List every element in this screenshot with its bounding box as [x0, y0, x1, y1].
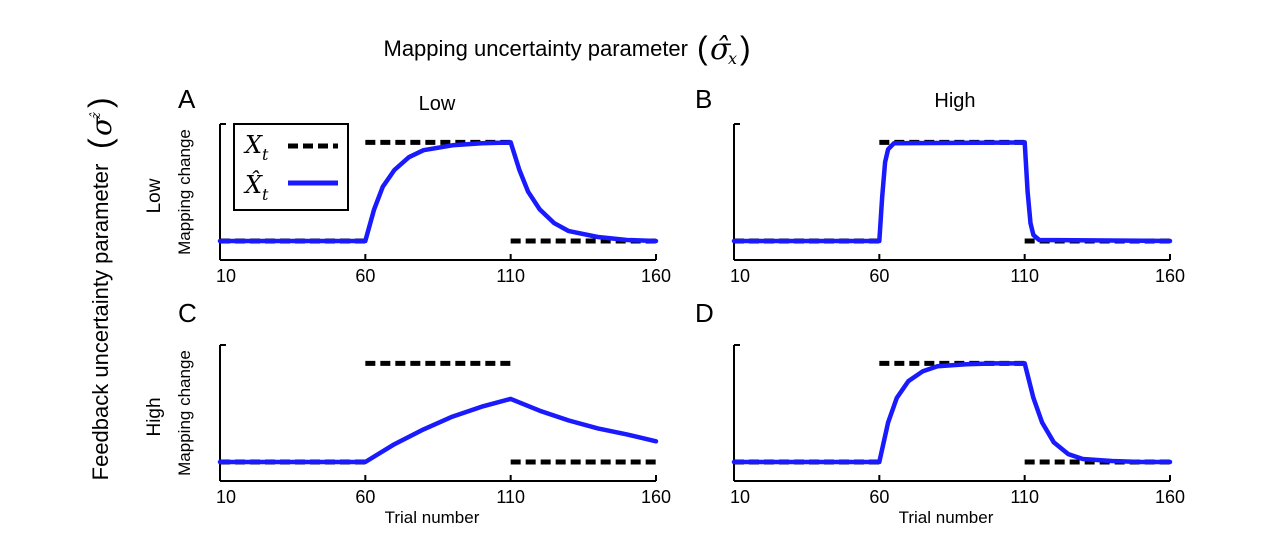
x-tick-label: 10: [730, 266, 750, 286]
panel-letter-c: C: [178, 298, 197, 328]
side-title-open-paren: (: [82, 138, 118, 149]
series-estimate-line: [217, 140, 659, 244]
x-tick-label: 160: [641, 487, 671, 507]
super-title: Mapping uncertainty parameter ( σ̂ x ): [384, 30, 751, 68]
column-label-low: Low: [419, 93, 456, 115]
x-tick-label: 10: [216, 487, 236, 507]
y-axis-label: Mapping change: [175, 129, 194, 255]
panel-a: A 10 60 110 160 Mapping change: [175, 84, 671, 286]
x-tick-label: 160: [641, 266, 671, 286]
x-tick-label: 60: [869, 266, 889, 286]
super-title-symbol: σ̂: [710, 32, 732, 67]
panel-letter-a: A: [178, 84, 196, 114]
row-label-high: High: [144, 397, 165, 436]
panel-d: D 10 60 110 160 Trial number: [695, 298, 1185, 527]
x-tick-label: 110: [1010, 487, 1039, 507]
x-tick-label: 60: [355, 266, 375, 286]
row-label-low: Low: [144, 178, 165, 213]
panel-c: C 10 60 110 160 Mapping change Trial number: [175, 298, 671, 527]
x-tick-label: 110: [1010, 266, 1039, 286]
side-title-subscript: ẑ: [89, 112, 104, 120]
panel-letter-d: D: [695, 298, 714, 328]
super-title-subscript: x: [728, 49, 737, 68]
x-tick-label: 110: [496, 266, 525, 286]
legend-box: [233, 123, 349, 211]
side-title-symbol: σ: [85, 116, 118, 136]
super-title-open-paren: (: [697, 30, 708, 66]
legend-subscript-true-mapping: t: [262, 145, 269, 164]
legend-label-estimate: X̂: [243, 171, 263, 199]
series-estimate-line: [731, 140, 1173, 244]
x-tick-label: 10: [730, 487, 750, 507]
legend-entry-true-mapping: X t: [243, 131, 338, 164]
x-tick-label: 60: [869, 487, 889, 507]
legend-subscript-estimate: t: [262, 185, 269, 204]
x-tick-label: 160: [1155, 266, 1185, 286]
x-tick-label: 10: [216, 266, 236, 286]
series-estimate-line: [731, 361, 1173, 465]
y-axis-label: Mapping change: [175, 350, 194, 476]
super-title-text: Mapping uncertainty parameter: [384, 36, 689, 61]
super-title-close-paren: ): [740, 30, 751, 66]
x-tick-label: 160: [1155, 487, 1185, 507]
legend-label-true-mapping: X: [243, 131, 263, 159]
panel-b: B 10 60 110 160: [695, 84, 1185, 286]
x-tick-label: 60: [355, 487, 375, 507]
legend-entry-estimate: X̂ t: [243, 171, 338, 204]
x-axis-label: Trial number: [385, 508, 480, 527]
panel-letter-b: B: [695, 84, 712, 114]
column-label-high: High: [934, 90, 975, 112]
x-tick-label: 110: [496, 487, 525, 507]
side-title-text: Feedback uncertainty parameter: [88, 164, 113, 481]
series-estimate-line: [217, 396, 659, 465]
side-title: Feedback uncertainty parameter ( σ ẑ ): [82, 97, 118, 480]
legend: X t X̂ t: [233, 123, 349, 211]
x-axis-label: Trial number: [899, 508, 994, 527]
side-title-close-paren: ): [82, 97, 118, 108]
